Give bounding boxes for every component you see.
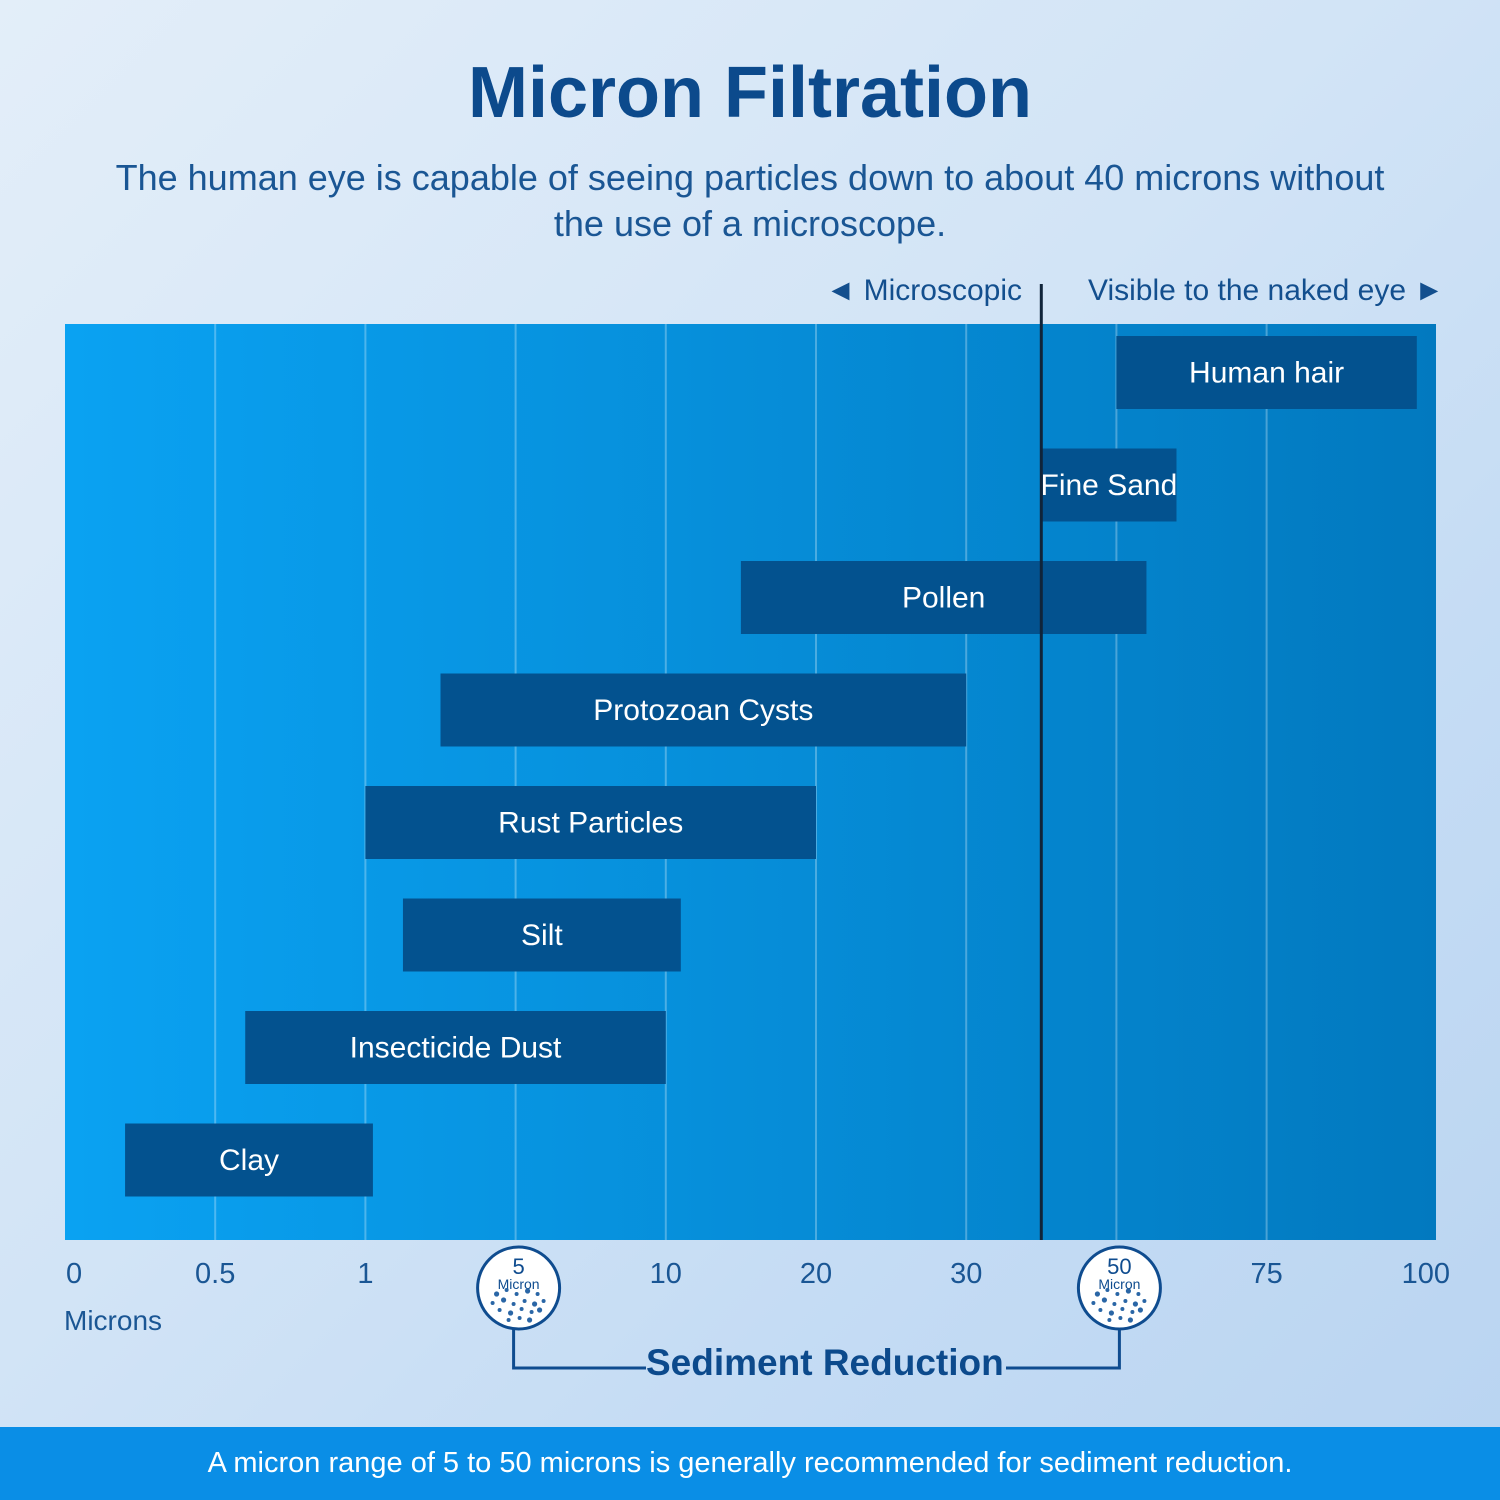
particle-dot xyxy=(1108,1310,1114,1316)
particle-dot xyxy=(494,1291,500,1297)
particle-dot xyxy=(527,1317,533,1323)
bar-group: Rust Particles xyxy=(365,786,816,859)
bracket-right xyxy=(1006,1329,1121,1370)
bar xyxy=(1116,336,1417,409)
particle-dot xyxy=(514,1292,519,1296)
footer-note: A micron range of 5 to 50 microns is gen… xyxy=(0,1427,1500,1500)
particle-dot xyxy=(1127,1317,1133,1323)
badge-unit: Micron xyxy=(498,1276,540,1292)
bar-group: Pollen xyxy=(740,561,1147,634)
bar xyxy=(1041,448,1177,522)
x-tick-label: 1 xyxy=(357,1258,373,1290)
bar-group: Insecticide Dust xyxy=(245,1011,666,1084)
particle-dot xyxy=(1112,1302,1117,1306)
sediment-reduction-label: Sediment Reduction xyxy=(646,1342,1004,1383)
bar-label: Silt xyxy=(521,919,563,952)
bar-label: Human hair xyxy=(1189,357,1344,390)
particle-dot xyxy=(532,1301,538,1307)
particle-dot xyxy=(1125,1288,1131,1294)
microscopic-label: ◄ Microscopic xyxy=(825,274,1022,307)
bar-label: Fine Sand xyxy=(1041,469,1178,502)
particle-dot xyxy=(1105,1288,1110,1292)
particle-dot xyxy=(1098,1308,1103,1312)
particle-dot xyxy=(1118,1316,1123,1320)
particle-dot xyxy=(511,1302,516,1306)
particle-dot xyxy=(504,1288,509,1292)
bar-group: Clay xyxy=(125,1123,373,1197)
bar-group: Silt xyxy=(402,898,681,972)
particle-dot xyxy=(1123,1299,1128,1303)
x-tick-label: 0.5 xyxy=(195,1258,235,1290)
x-axis-title: Microns xyxy=(64,1305,163,1336)
badge-value: 50 xyxy=(1107,1254,1131,1279)
particle-dot xyxy=(529,1310,534,1314)
bar-label: Protozoan Cysts xyxy=(593,694,813,727)
visible-label: Visible to the naked eye ► xyxy=(1088,274,1445,307)
x-tick-label: 10 xyxy=(650,1258,682,1290)
x-tick-label: 75 xyxy=(1250,1258,1282,1290)
particle-dot xyxy=(517,1316,522,1320)
x-tick-label: 30 xyxy=(950,1258,982,1290)
x-tick-label: 20 xyxy=(800,1258,832,1290)
particle-dot xyxy=(1115,1292,1120,1296)
page-subtitle: The human eye is capable of seeing parti… xyxy=(115,157,1385,244)
particle-dot xyxy=(501,1297,507,1303)
particle-dot xyxy=(506,1318,511,1322)
x-tick-label: 100 xyxy=(1402,1258,1450,1290)
bar xyxy=(740,561,1147,634)
plot-area xyxy=(65,324,1436,1240)
particle-dot xyxy=(1101,1297,1107,1303)
particle-dot xyxy=(519,1307,524,1311)
bar-group: Protozoan Cysts xyxy=(440,673,967,747)
bracket-left xyxy=(512,1329,646,1370)
particle-dot xyxy=(1094,1291,1100,1297)
bar-label: Rust Particles xyxy=(498,807,683,840)
bar xyxy=(245,1011,666,1084)
particle-dot xyxy=(537,1307,543,1313)
bar xyxy=(402,898,681,972)
particle-dot xyxy=(535,1292,540,1296)
particle-dot xyxy=(508,1310,514,1316)
badge-value: 5 xyxy=(512,1254,524,1279)
bar xyxy=(440,673,967,747)
particle-dot xyxy=(525,1288,531,1294)
badge-unit: Micron xyxy=(1098,1276,1140,1292)
bar xyxy=(365,786,816,859)
bar-label: Insecticide Dust xyxy=(350,1032,562,1065)
particle-dot xyxy=(541,1299,546,1303)
particle-dot xyxy=(522,1299,527,1303)
bar-label: Clay xyxy=(219,1144,279,1177)
micron-chart: Human hair Fine Sand Pollen Protozoan Cysts… xyxy=(65,284,1450,1370)
particle-dot xyxy=(1120,1307,1125,1311)
bar xyxy=(125,1123,373,1197)
bar-group: Human hair xyxy=(1116,336,1417,409)
particle-dot xyxy=(1091,1301,1096,1305)
bar-label: Pollen xyxy=(902,582,985,615)
particle-dot xyxy=(1130,1310,1135,1314)
x-tick-label: 0 xyxy=(66,1258,82,1290)
page-title: Micron Filtration xyxy=(468,53,1032,133)
bar-group: Fine Sand xyxy=(1041,448,1178,522)
particle-dot xyxy=(1107,1318,1112,1322)
particle-dot xyxy=(1142,1299,1147,1303)
particle-dot xyxy=(1137,1307,1143,1313)
particle-dot xyxy=(497,1308,502,1312)
particle-dot xyxy=(1136,1292,1141,1296)
particle-dot xyxy=(1132,1301,1138,1307)
particle-dot xyxy=(490,1301,495,1305)
